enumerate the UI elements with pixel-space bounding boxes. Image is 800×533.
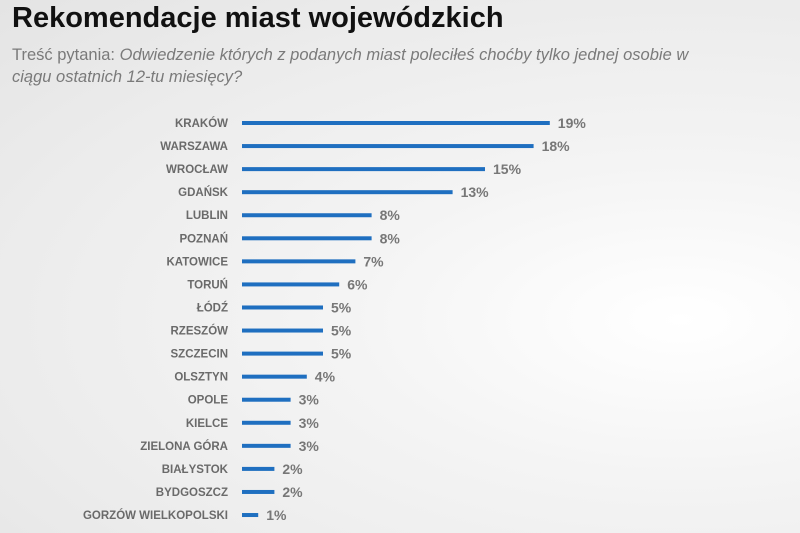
category-label: SZCZECIN bbox=[171, 349, 229, 361]
bar bbox=[242, 420, 291, 425]
value-label: 13% bbox=[461, 184, 490, 200]
category-label: OPOLE bbox=[188, 395, 229, 407]
category-label: LUBLIN bbox=[186, 210, 228, 222]
bar bbox=[242, 513, 259, 518]
value-label: 6% bbox=[347, 276, 368, 292]
value-label: 18% bbox=[542, 138, 571, 154]
category-label: OLSZTYN bbox=[174, 372, 228, 384]
value-label: 5% bbox=[331, 346, 352, 362]
bar bbox=[242, 236, 372, 241]
bar bbox=[242, 144, 534, 149]
category-label: WARSZAWA bbox=[160, 141, 228, 153]
question-text: Odwiedzenie których z podanych miast pol… bbox=[12, 46, 689, 86]
value-label: 5% bbox=[331, 299, 352, 315]
value-label: 8% bbox=[380, 207, 401, 223]
category-label: TORUŃ bbox=[187, 278, 228, 291]
bar bbox=[242, 213, 372, 218]
bar bbox=[242, 466, 275, 471]
category-label: BIAŁYSTOK bbox=[162, 464, 229, 476]
value-label: 1% bbox=[266, 507, 287, 523]
value-label: 19% bbox=[558, 115, 587, 131]
value-label: 3% bbox=[299, 438, 320, 454]
bar bbox=[242, 190, 453, 195]
bar bbox=[242, 489, 275, 494]
category-label: KIELCE bbox=[186, 418, 229, 430]
chart-title: Rekomendacje miast wojewódzkich bbox=[12, 2, 504, 34]
category-label: KATOWICE bbox=[166, 256, 228, 268]
value-label: 8% bbox=[380, 230, 401, 246]
question-subtitle: Treść pytania: Odwiedzenie których z pod… bbox=[12, 44, 692, 88]
bar bbox=[242, 328, 323, 333]
question-label: Treść pytania: bbox=[12, 46, 116, 64]
category-label: ZIELONA GÓRA bbox=[140, 440, 228, 453]
bar bbox=[242, 259, 356, 264]
value-label: 4% bbox=[315, 369, 336, 385]
value-label: 2% bbox=[282, 461, 303, 477]
bar bbox=[242, 305, 323, 310]
value-label: 2% bbox=[282, 484, 303, 500]
value-label: 3% bbox=[299, 392, 320, 408]
bar bbox=[242, 282, 340, 287]
category-label: GDAŃSK bbox=[178, 186, 229, 199]
category-label: KRAKÓW bbox=[175, 117, 228, 130]
value-label: 15% bbox=[493, 161, 522, 177]
bar bbox=[242, 374, 307, 379]
bar bbox=[242, 121, 550, 125]
category-label: BYDGOSZCZ bbox=[156, 487, 228, 499]
value-label: 5% bbox=[331, 323, 352, 339]
value-label: 3% bbox=[299, 415, 320, 431]
category-label: POZNAŃ bbox=[179, 232, 228, 245]
category-label: ŁÓDŹ bbox=[197, 301, 228, 314]
category-label: WROCŁAW bbox=[166, 164, 228, 176]
bar bbox=[242, 351, 323, 356]
category-label: RZESZÓW bbox=[171, 325, 229, 338]
category-label: GORZÓW WIELKOPOLSKI bbox=[83, 509, 228, 522]
value-label: 7% bbox=[363, 253, 384, 269]
bar bbox=[242, 397, 291, 402]
bar bbox=[242, 443, 291, 448]
bar bbox=[242, 167, 485, 172]
